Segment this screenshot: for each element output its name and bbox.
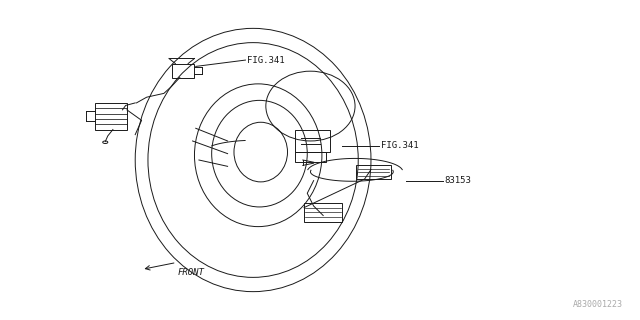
Text: FIG.341: FIG.341 — [246, 56, 284, 65]
Text: A830001223: A830001223 — [573, 300, 623, 309]
Text: FRONT: FRONT — [178, 268, 205, 277]
Text: FIG.341: FIG.341 — [381, 141, 418, 150]
Text: 83153: 83153 — [444, 176, 471, 185]
